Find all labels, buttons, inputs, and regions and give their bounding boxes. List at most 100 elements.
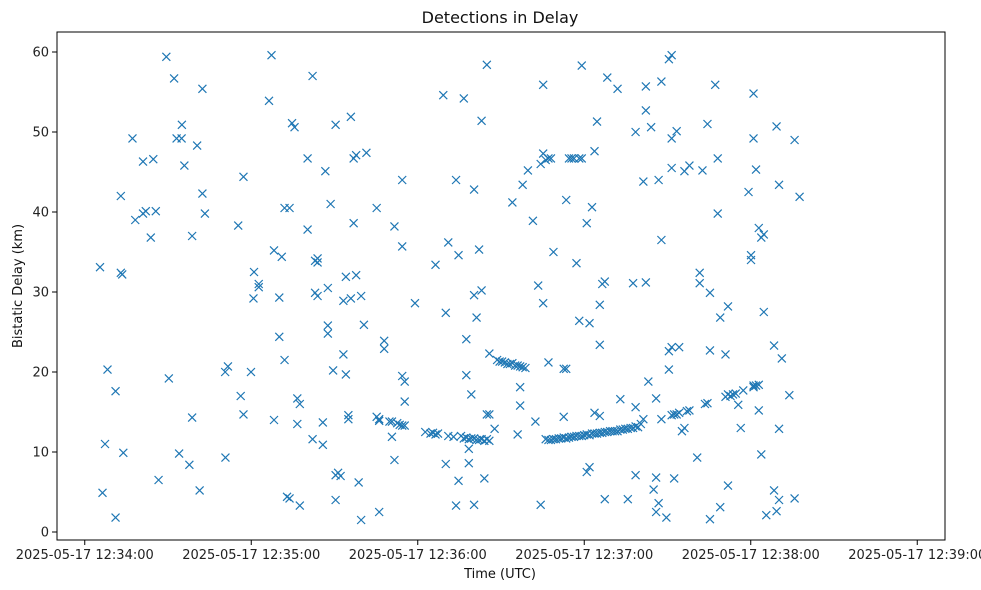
data-point-marker <box>654 175 664 185</box>
data-point-marker <box>523 165 533 175</box>
data-point-marker <box>600 494 610 504</box>
data-point-marker <box>710 80 720 90</box>
data-point-marker <box>116 191 126 201</box>
data-point-marker <box>479 473 489 483</box>
data-point-marker <box>95 262 105 272</box>
y-tick-label: 20 <box>32 366 49 381</box>
data-point-marker <box>651 473 661 483</box>
data-point-marker <box>530 417 540 427</box>
data-point-marker <box>187 413 197 423</box>
data-point-marker <box>221 453 230 463</box>
data-point-marker <box>392 418 402 428</box>
data-point-marker <box>374 416 384 426</box>
data-point-marker <box>451 501 461 511</box>
data-point-marker <box>615 394 625 404</box>
data-point-marker <box>574 153 584 163</box>
data-point-marker <box>351 270 361 280</box>
data-point-marker <box>466 389 476 399</box>
data-point-marker <box>341 272 351 282</box>
data-point-marker <box>595 340 605 350</box>
data-point-marker <box>595 411 605 421</box>
data-point-marker <box>610 426 620 436</box>
data-point-marker <box>397 241 407 251</box>
data-point-marker <box>269 415 279 425</box>
data-point-marker <box>774 424 784 434</box>
data-point-marker <box>200 209 210 219</box>
x-tick-label: 2025-05-17 12:36:00 <box>349 548 487 563</box>
data-point-marker <box>656 414 666 424</box>
data-point-marker <box>585 430 594 440</box>
data-point-marker <box>326 199 336 209</box>
data-point-marker <box>431 429 440 439</box>
x-tick-label: 2025-05-17 12:35:00 <box>182 548 320 563</box>
data-point-marker <box>736 423 746 433</box>
data-point-marker <box>613 426 622 436</box>
data-point-marker <box>164 373 174 383</box>
y-tick-label: 0 <box>41 526 49 541</box>
data-point-marker <box>290 122 299 132</box>
data-point-marker <box>469 185 479 195</box>
data-point-marker <box>536 500 546 510</box>
data-point-marker <box>744 187 753 197</box>
data-point-marker <box>390 221 399 231</box>
data-point-marker <box>285 203 294 213</box>
data-point-marker <box>236 391 246 401</box>
data-point-marker <box>590 146 599 156</box>
data-point-marker <box>631 470 641 480</box>
data-point-marker <box>723 481 733 491</box>
data-point-marker <box>577 61 587 71</box>
data-point-marker <box>356 291 366 301</box>
data-point-marker <box>323 321 333 331</box>
data-point-marker <box>192 141 202 151</box>
data-point-marker <box>154 475 163 485</box>
data-point-marker <box>549 247 558 257</box>
x-axis-label: Time (UTC) <box>463 567 536 582</box>
data-point-marker <box>128 133 137 143</box>
data-point-marker <box>651 393 661 403</box>
data-point-marker <box>672 126 682 136</box>
data-point-marker <box>759 307 769 317</box>
data-point-marker <box>138 157 148 167</box>
data-point-marker <box>497 357 507 367</box>
data-point-marker <box>441 459 451 469</box>
data-point-marker <box>538 80 548 90</box>
data-point-marker <box>469 433 479 443</box>
data-point-marker <box>397 371 407 381</box>
data-point-marker <box>574 316 584 326</box>
data-point-marker <box>651 507 661 517</box>
data-point-marker <box>505 359 515 369</box>
data-point-marker <box>700 399 710 409</box>
data-point-marker <box>703 398 712 408</box>
data-point-marker <box>490 424 500 434</box>
data-point-marker <box>274 293 284 303</box>
data-point-marker <box>111 386 120 396</box>
data-point-marker <box>184 460 194 470</box>
data-point-marker <box>361 148 371 158</box>
data-point-marker <box>267 50 276 60</box>
data-point-marker <box>464 444 474 454</box>
data-point-marker <box>544 153 553 163</box>
data-point-marker <box>756 449 766 459</box>
data-point-marker <box>590 408 599 418</box>
data-point-marker <box>449 432 458 442</box>
data-point-marker <box>469 290 479 300</box>
data-point-marker <box>705 288 715 298</box>
data-point-marker <box>664 346 674 356</box>
data-point-marker <box>303 225 313 235</box>
data-point-marker <box>585 462 594 472</box>
data-point-marker <box>769 341 779 351</box>
data-point-marker <box>754 405 764 415</box>
data-point-marker <box>641 81 651 91</box>
data-point-marker <box>343 410 353 420</box>
data-point-marker <box>754 223 764 233</box>
data-point-marker <box>613 84 622 94</box>
data-point-marker <box>320 166 330 176</box>
data-point-marker <box>595 300 605 310</box>
data-point-marker <box>684 405 694 415</box>
data-point-marker <box>513 361 523 371</box>
data-point-marker <box>705 514 715 524</box>
data-point-marker <box>774 180 784 190</box>
data-point-marker <box>274 332 284 342</box>
data-point-marker <box>233 221 243 231</box>
